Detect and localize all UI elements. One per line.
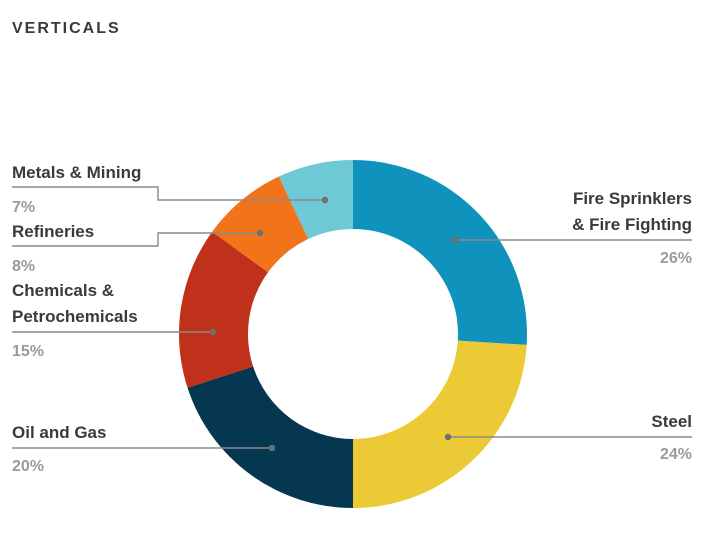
- slice-label-0-line-0: Fire Sprinklers: [573, 189, 692, 208]
- slice-percent-3: 15%: [12, 343, 44, 360]
- slice-percent-5: 7%: [12, 199, 35, 216]
- leader-dot-4: [256, 229, 264, 237]
- leader-dot-1: [444, 433, 452, 441]
- donut-slice-2: [187, 366, 353, 508]
- leader-dot-5: [321, 196, 329, 204]
- chart-title: VERTICALS: [12, 20, 121, 37]
- leader-dot-3: [209, 328, 217, 336]
- slice-label-3-line-1: Petrochemicals: [12, 307, 138, 326]
- leader-dot-2: [268, 444, 276, 452]
- donut-slice-0: [353, 160, 527, 345]
- slice-label-0-line-1: & Fire Fighting: [572, 215, 692, 234]
- slice-label-1: Steel: [651, 412, 692, 431]
- slice-label-2: Oil and Gas: [12, 423, 106, 442]
- donut-slice-3: [179, 231, 269, 388]
- slice-percent-1: 24%: [660, 446, 692, 463]
- leader-line-4: [12, 232, 260, 247]
- slice-percent-4: 8%: [12, 258, 35, 275]
- slice-label-4: Refineries: [12, 222, 94, 241]
- leader-line-5: [12, 186, 325, 201]
- slice-percent-2: 20%: [12, 458, 44, 475]
- slice-label-5: Metals & Mining: [12, 163, 141, 182]
- slice-percent-0: 26%: [660, 250, 692, 267]
- leader-dot-0: [451, 236, 459, 244]
- donut-slice-1: [353, 340, 527, 508]
- slice-label-3-line-0: Chemicals &: [12, 281, 114, 300]
